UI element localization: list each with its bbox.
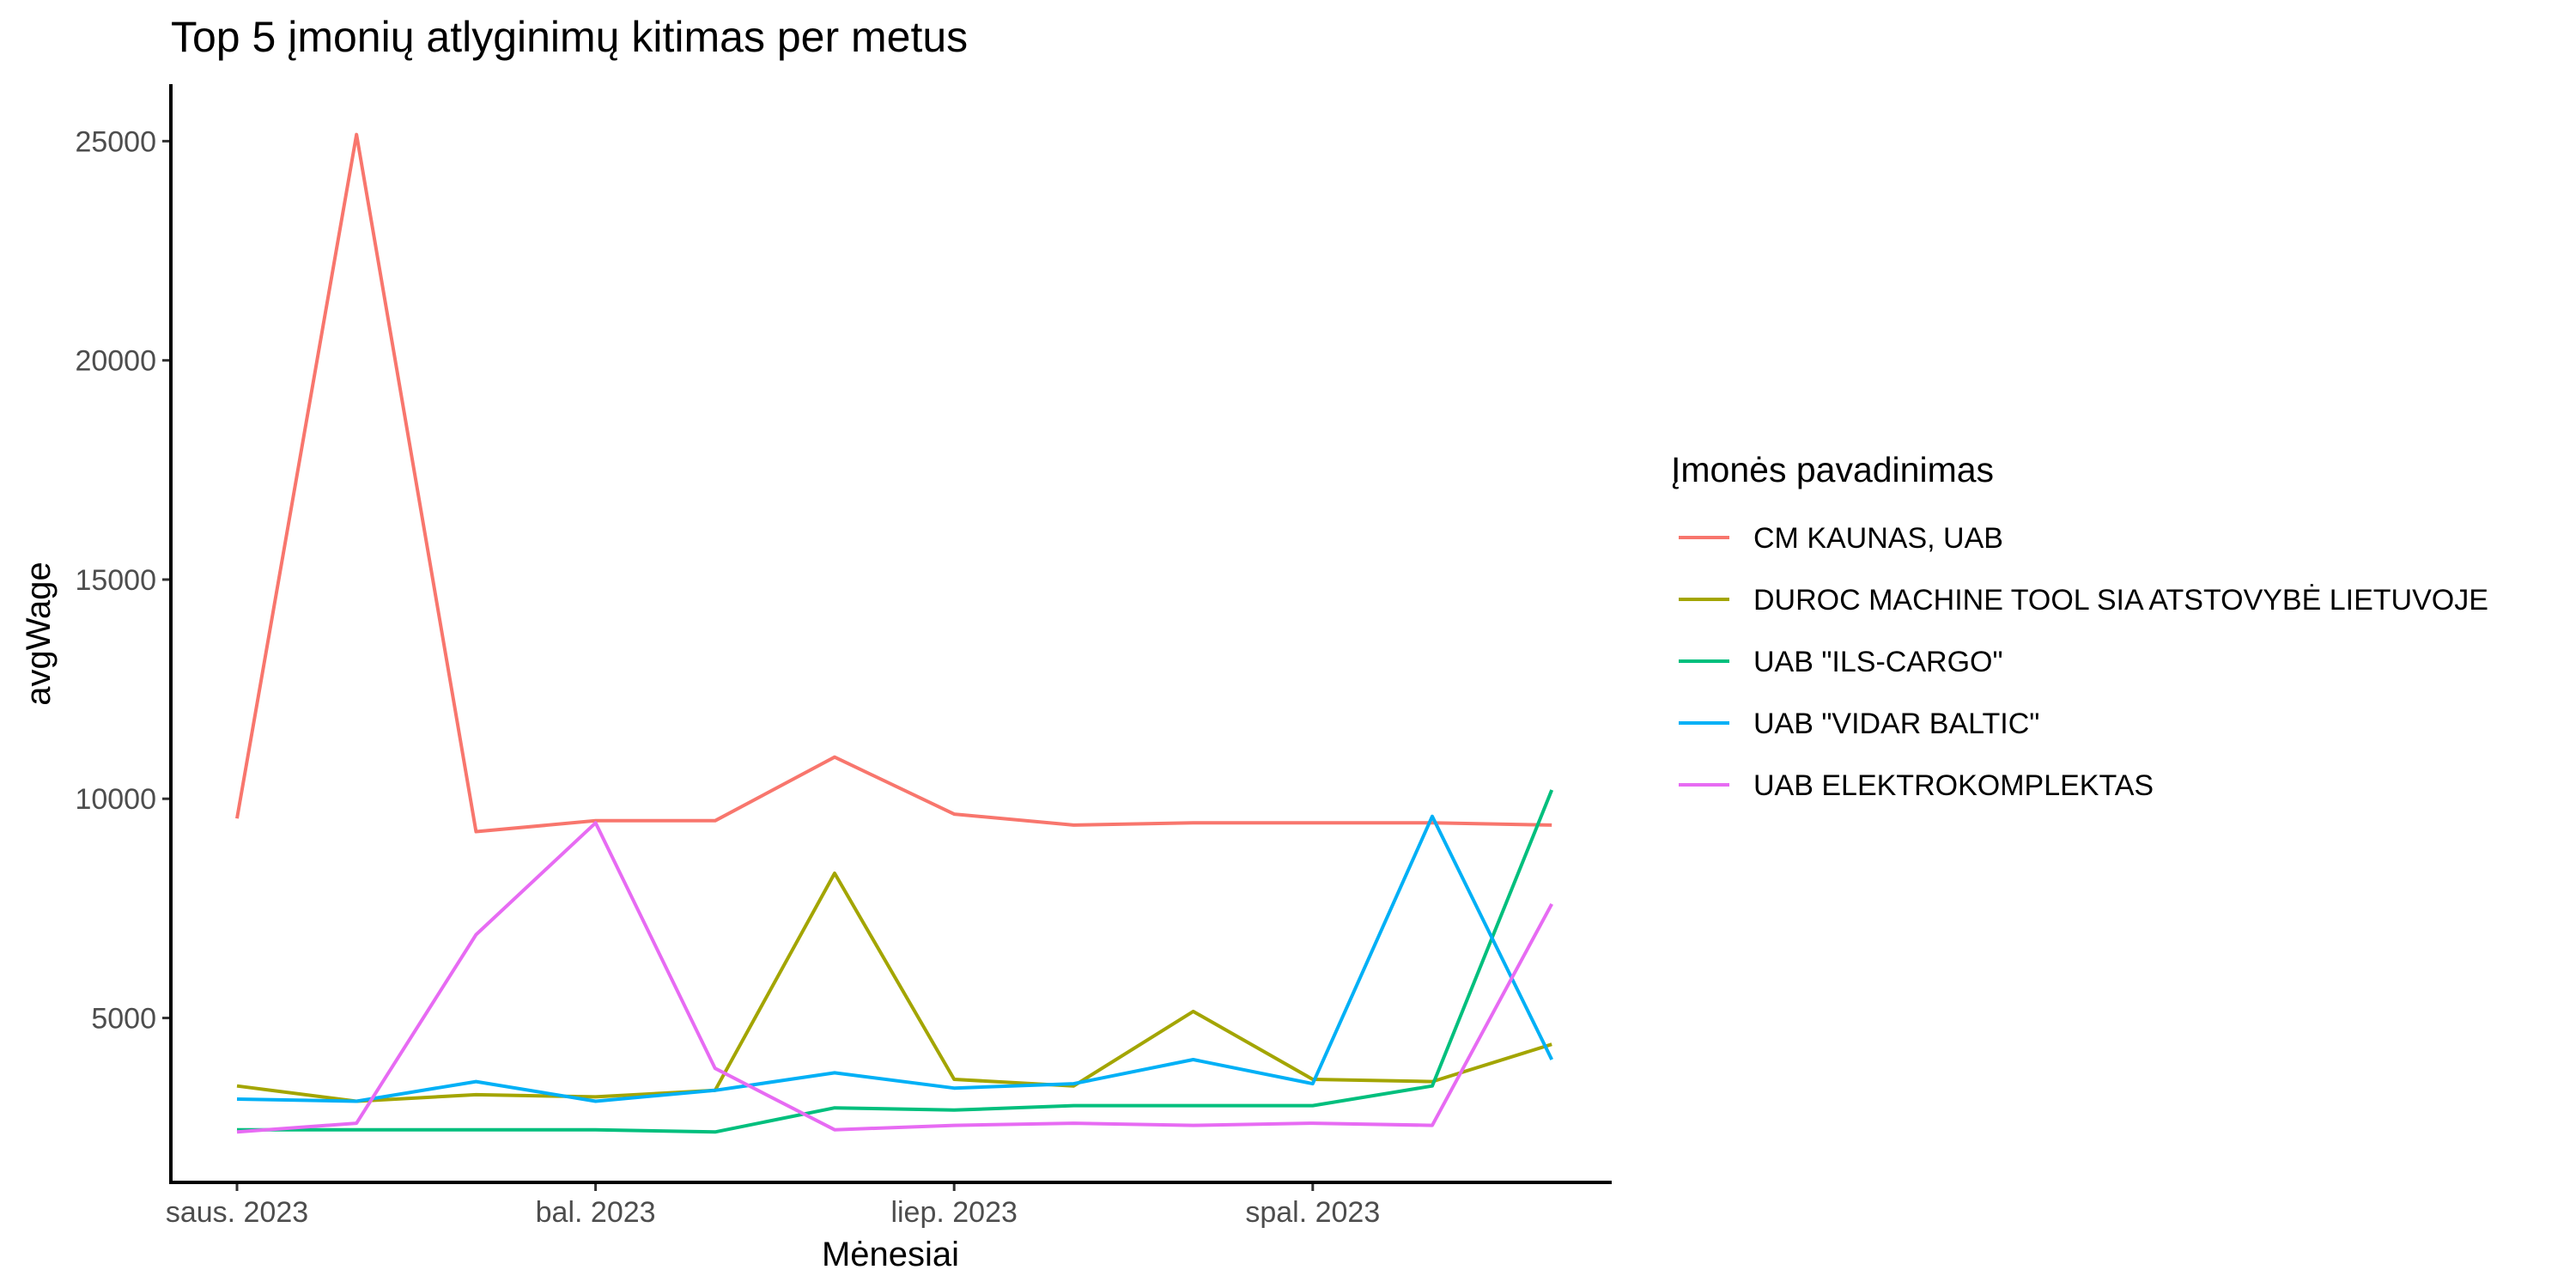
- legend-label-1: DUROC MACHINE TOOL SIA ATSTOVYBĖ LIETUVO…: [1753, 584, 2488, 617]
- x-tick-label: spal. 2023: [1245, 1196, 1380, 1229]
- series-line-3: [236, 814, 1553, 1103]
- y-tick-label: 10000: [75, 783, 156, 816]
- x-tick-label: saus. 2023: [166, 1196, 308, 1229]
- series-line-2: [237, 789, 1554, 1134]
- legend-label-0: CM KAUNAS, UAB: [1753, 522, 2003, 555]
- y-axis-ticks: 5000 10000 15000 20000 25000: [75, 125, 171, 1036]
- y-tick-label: 25000: [75, 125, 156, 158]
- legend-title: Įmonės pavadinimas: [1671, 450, 1994, 489]
- series-lines: [235, 132, 1554, 1134]
- x-tick-label: liep. 2023: [890, 1196, 1017, 1229]
- y-axis-title: avgWage: [20, 562, 58, 706]
- x-tick-label: bal. 2023: [536, 1196, 656, 1229]
- x-axis-title: Mėnesiai: [822, 1236, 959, 1273]
- y-tick-label: 20000: [75, 345, 156, 378]
- series-line-0: [235, 132, 1552, 834]
- chart-title: Top 5 įmonių atlyginimų kitimas per metu…: [171, 13, 968, 61]
- y-tick-label: 15000: [75, 564, 156, 597]
- series-line-4: [236, 821, 1553, 1134]
- y-tick-label: 5000: [91, 1003, 156, 1036]
- series-line-1: [236, 872, 1552, 1103]
- legend: Įmonės pavadinimas CM KAUNAS, UAB DUROC M…: [1671, 450, 2488, 802]
- x-axis-ticks: saus. 2023 bal. 2023 liep. 2023 spal. 2023: [166, 1182, 1380, 1229]
- legend-label-2: UAB "ILS-CARGO": [1753, 646, 2003, 678]
- legend-label-4: UAB ELEKTROKOMPLEKTAS: [1753, 769, 2154, 802]
- legend-label-3: UAB "VIDAR BALTIC": [1753, 708, 2039, 740]
